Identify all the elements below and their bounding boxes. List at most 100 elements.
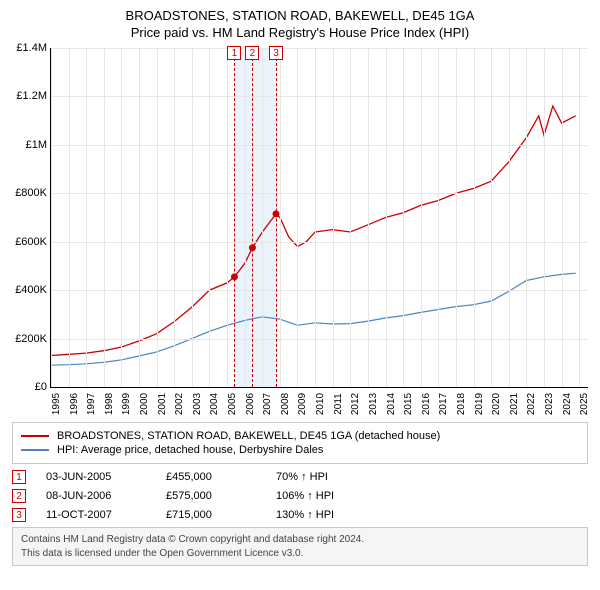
grid-vertical — [333, 48, 334, 387]
transaction-vs-hpi: 106% ↑ HPI — [276, 490, 396, 502]
legend-row: BROADSTONES, STATION ROAD, BAKEWELL, DE4… — [21, 430, 579, 442]
x-axis-tick-label: 2004 — [209, 393, 220, 415]
grid-horizontal — [51, 145, 588, 146]
chart-subtitle: Price paid vs. HM Land Registry's House … — [10, 25, 590, 40]
grid-vertical — [157, 48, 158, 387]
x-axis-tick-label: 2000 — [139, 393, 150, 415]
grid-vertical — [456, 48, 457, 387]
transaction-date: 03-JUN-2005 — [46, 471, 146, 483]
x-axis-tick-label: 2022 — [526, 393, 537, 415]
transaction-price: £715,000 — [166, 509, 256, 521]
legend-label: HPI: Average price, detached house, Derb… — [57, 444, 323, 456]
x-axis-tick-label: 2011 — [333, 393, 344, 415]
grid-vertical — [403, 48, 404, 387]
transaction-vs-hpi: 70% ↑ HPI — [276, 471, 396, 483]
event-marker-line — [234, 48, 235, 387]
chart-plot-area: £0£200K£400K£600K£800K£1M£1.2M£1.4M19951… — [50, 48, 588, 388]
x-axis-tick-label: 2010 — [315, 393, 326, 415]
grid-vertical — [104, 48, 105, 387]
x-axis-tick-label: 2021 — [509, 393, 520, 415]
footer-line-2: This data is licensed under the Open Gov… — [21, 547, 579, 561]
grid-vertical — [544, 48, 545, 387]
x-axis-tick-label: 2003 — [192, 393, 203, 415]
y-axis-tick-label: £200K — [3, 333, 47, 345]
y-axis-tick-label: £800K — [3, 187, 47, 199]
transaction-badge: 2 — [12, 489, 26, 503]
chart-title: BROADSTONES, STATION ROAD, BAKEWELL, DE4… — [10, 8, 590, 23]
x-axis-tick-label: 2025 — [579, 393, 590, 415]
x-axis-tick-label: 1999 — [121, 393, 132, 415]
transaction-table: 103-JUN-2005£455,00070% ↑ HPI 2 08-JUN-200… — [12, 470, 588, 522]
footer-line-1: Contains HM Land Registry data © Crown c… — [21, 533, 579, 547]
chart-container: { "title": "BROADSTONES, STATION ROAD, B… — [0, 0, 600, 590]
event-marker-line — [252, 48, 253, 387]
y-axis-tick-label: £1.2M — [3, 90, 47, 102]
grid-vertical — [139, 48, 140, 387]
grid-vertical — [350, 48, 351, 387]
grid-vertical — [192, 48, 193, 387]
x-axis-tick-label: 2009 — [297, 393, 308, 415]
legend-swatch — [21, 435, 49, 437]
event-marker-line — [276, 48, 277, 387]
transaction-badge: 3 — [12, 508, 26, 522]
grid-vertical — [421, 48, 422, 387]
x-axis-tick-label: 2013 — [368, 393, 379, 415]
chart-svg — [51, 48, 588, 387]
grid-vertical — [174, 48, 175, 387]
grid-vertical — [51, 48, 52, 387]
series-line — [51, 273, 576, 365]
grid-vertical — [297, 48, 298, 387]
title-block: BROADSTONES, STATION ROAD, BAKEWELL, DE4… — [0, 0, 600, 44]
transaction-row: 3 11-OCT-2007 £715,000 130% ↑ HPI — [12, 508, 588, 522]
grid-vertical — [121, 48, 122, 387]
grid-vertical — [86, 48, 87, 387]
event-badge: 2 — [245, 46, 259, 60]
transaction-vs-hpi: 130% ↑ HPI — [276, 509, 396, 521]
grid-horizontal — [51, 339, 588, 340]
y-axis-tick-label: £0 — [3, 381, 47, 393]
event-badge: 3 — [269, 46, 283, 60]
x-axis-tick-label: 1996 — [69, 393, 80, 415]
x-axis-tick-label: 2006 — [245, 393, 256, 415]
transaction-row: 2 08-JUN-2006 £575,000 106% ↑ HPI — [12, 489, 588, 503]
x-axis-tick-label: 2020 — [491, 393, 502, 415]
grid-vertical — [315, 48, 316, 387]
transaction-price: £575,000 — [166, 490, 256, 502]
grid-vertical — [509, 48, 510, 387]
x-axis-tick-label: 2005 — [227, 393, 238, 415]
x-axis-tick-label: 1997 — [86, 393, 97, 415]
transaction-row: 103-JUN-2005£455,00070% ↑ HPI — [12, 470, 588, 484]
transaction-date: 11-OCT-2007 — [46, 509, 146, 521]
y-axis-tick-label: £400K — [3, 284, 47, 296]
grid-vertical — [245, 48, 246, 387]
y-axis-tick-label: £1M — [3, 139, 47, 151]
footer-attribution: Contains HM Land Registry data © Crown c… — [12, 527, 588, 566]
x-axis-tick-label: 2001 — [157, 393, 168, 415]
x-axis-tick-label: 2014 — [386, 393, 397, 415]
grid-vertical — [368, 48, 369, 387]
x-axis-tick-label: 2016 — [421, 393, 432, 415]
y-axis-tick-label: £1.4M — [3, 42, 47, 54]
grid-vertical — [474, 48, 475, 387]
grid-vertical — [262, 48, 263, 387]
grid-vertical — [209, 48, 210, 387]
grid-vertical — [438, 48, 439, 387]
x-axis-tick-label: 1995 — [51, 393, 62, 415]
grid-horizontal — [51, 96, 588, 97]
grid-vertical — [227, 48, 228, 387]
x-axis-tick-label: 2008 — [280, 393, 291, 415]
x-axis-tick-label: 2015 — [403, 393, 414, 415]
event-badge: 1 — [227, 46, 241, 60]
x-axis-tick-label: 2018 — [456, 393, 467, 415]
x-axis-tick-label: 2007 — [262, 393, 273, 415]
grid-horizontal — [51, 290, 588, 291]
x-axis-tick-label: 2002 — [174, 393, 185, 415]
y-axis-tick-label: £600K — [3, 236, 47, 248]
grid-vertical — [562, 48, 563, 387]
grid-vertical — [280, 48, 281, 387]
transaction-date: 08-JUN-2006 — [46, 490, 146, 502]
grid-vertical — [69, 48, 70, 387]
grid-vertical — [526, 48, 527, 387]
x-axis-tick-label: 2012 — [350, 393, 361, 415]
legend-row: HPI: Average price, detached house, Derb… — [21, 444, 579, 456]
